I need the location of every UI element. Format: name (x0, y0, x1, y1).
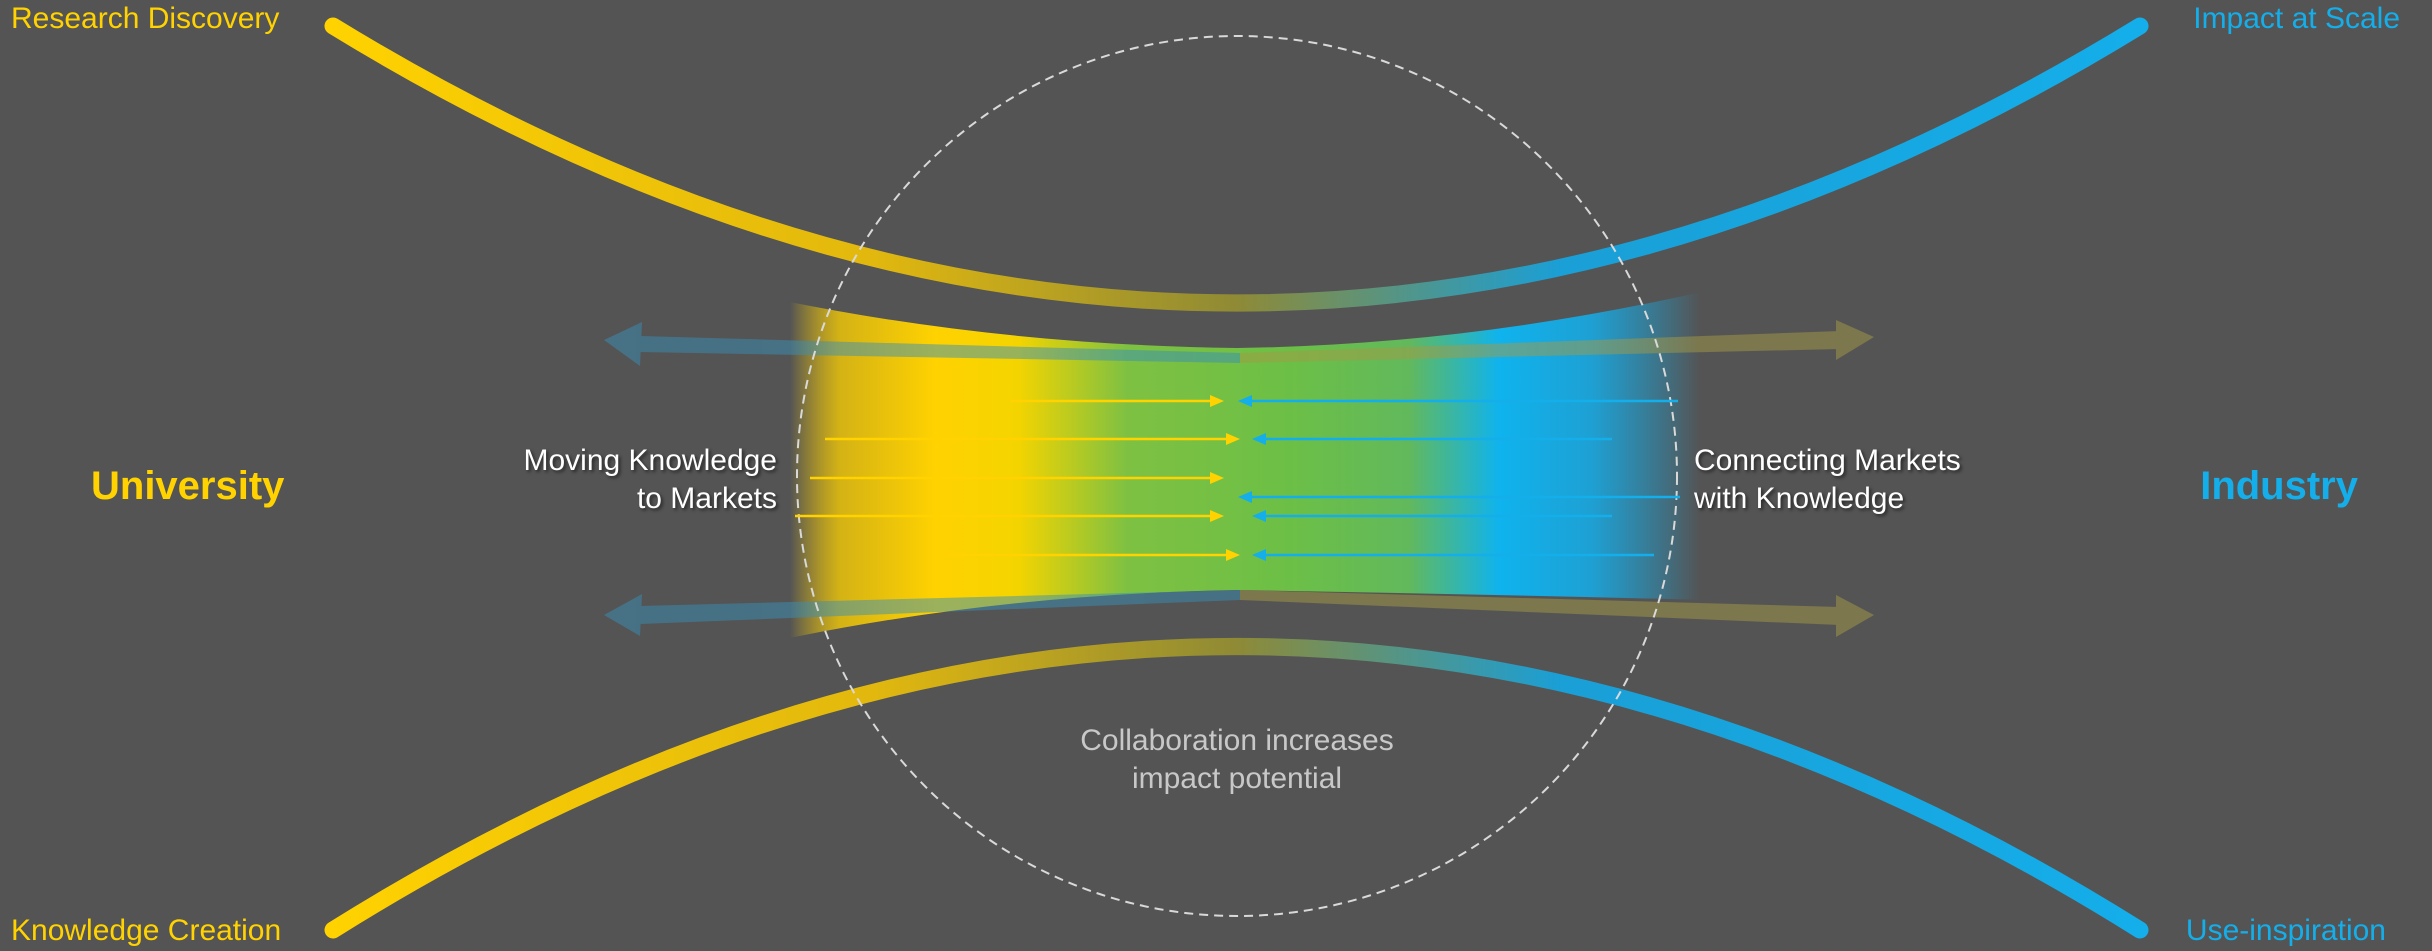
yellow-arrow-1-head (1210, 395, 1224, 407)
label-university: University (91, 464, 285, 508)
wide-arrows (604, 320, 1874, 637)
blue-arrows (1238, 395, 1680, 561)
blue-arrow-4-head (1252, 510, 1266, 522)
label-connecting-markets: Connecting Markets with Knowledge (1694, 442, 1961, 518)
label-connecting-markets-line1: Connecting Markets (1694, 444, 1961, 477)
blue-arrow-5-head (1252, 549, 1266, 561)
wide-arrow-bottom-left (640, 590, 1240, 624)
curve-bottom (324, 638, 2149, 939)
label-moving-knowledge: Moving Knowledge to Markets (524, 442, 778, 518)
wide-arrow-bottom-right (1240, 590, 1840, 625)
yellow-arrow-4-head (1210, 510, 1224, 522)
curve-top (324, 17, 2149, 312)
yellow-arrow-3-head (1210, 472, 1224, 484)
label-collaboration: Collaboration increases impact potential (1037, 722, 1437, 798)
blue-arrow-3-head (1238, 491, 1252, 503)
label-research-discovery: Research Discovery (11, 2, 280, 35)
wide-arrow-bottom-left-head (604, 594, 642, 636)
wide-arrow-top-right-head (1836, 320, 1874, 360)
yellow-arrow-2-head (1226, 433, 1240, 445)
yellow-arrows (795, 395, 1240, 561)
blue-arrow-1-head (1238, 395, 1252, 407)
wide-arrow-bottom-right-head (1836, 595, 1874, 637)
wide-arrow-top-right (1240, 331, 1840, 363)
label-impact-at-scale: Impact at Scale (2193, 2, 2400, 35)
label-use-inspiration: Use-inspiration (2185, 914, 2386, 947)
wide-arrow-top-left-head (604, 322, 642, 366)
label-collaboration-line2: impact potential (1131, 762, 1343, 795)
label-moving-knowledge-line2: to Markets (636, 482, 777, 515)
collaboration-circle (796, 35, 1678, 917)
band-mask-top (780, 230, 1710, 348)
label-moving-knowledge-line1: Moving Knowledge (523, 444, 778, 477)
yellow-arrow-5-head (1226, 549, 1240, 561)
collaboration-band (790, 240, 1700, 650)
label-connecting-markets-line2: with Knowledge (1694, 482, 1905, 515)
wide-arrow-top-left (640, 336, 1240, 363)
blue-arrow-2-head (1252, 433, 1266, 445)
label-knowledge-creation: Knowledge Creation (11, 914, 282, 947)
label-industry: Industry (2200, 464, 2358, 508)
label-collaboration-line1: Collaboration increases (1080, 724, 1394, 757)
